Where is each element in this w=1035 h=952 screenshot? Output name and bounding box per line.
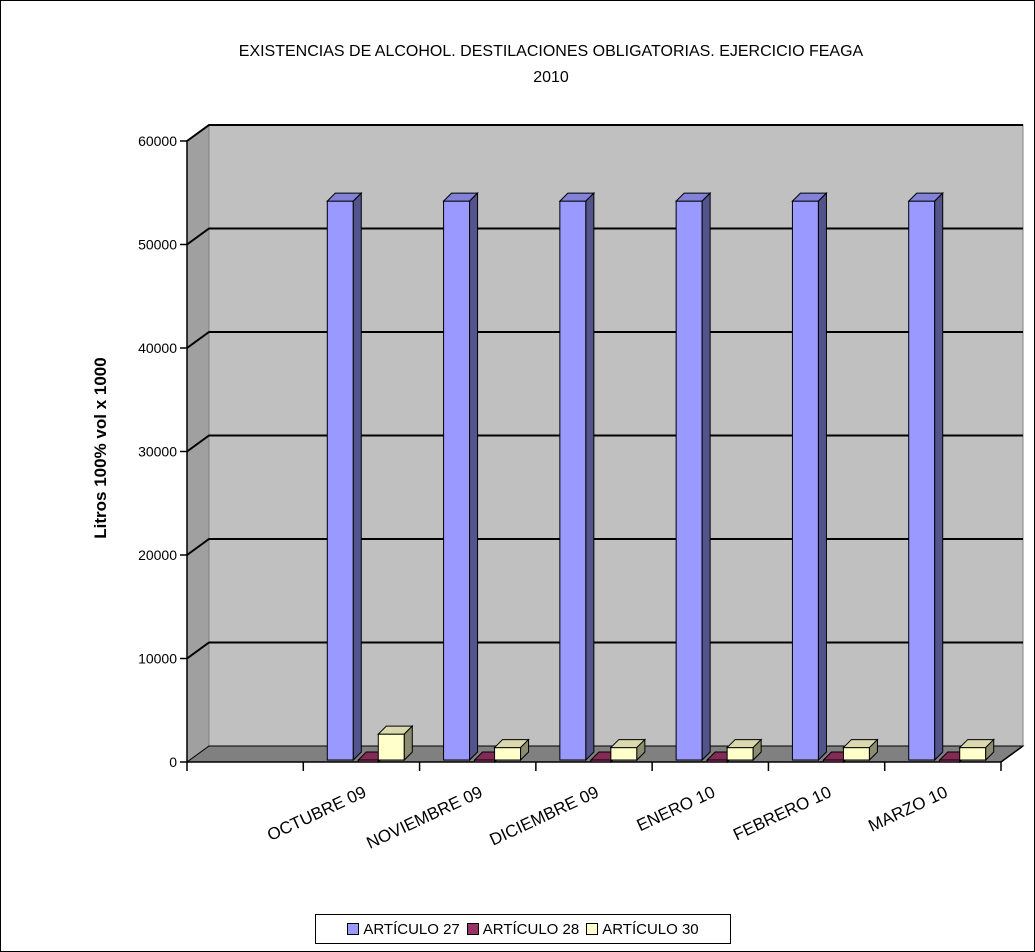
y-tick-label: 0 xyxy=(169,754,177,770)
x-tick-label: DICIEMBRE 09 xyxy=(487,782,602,849)
bar-side xyxy=(817,191,827,762)
y-tick-label: 40000 xyxy=(138,340,177,356)
bar-3 xyxy=(377,733,405,761)
gridline xyxy=(186,641,1023,660)
gridline xyxy=(186,434,1023,453)
bar-1 xyxy=(443,200,471,761)
bar-3 xyxy=(494,747,522,761)
legend-swatch xyxy=(347,923,360,935)
x-tick-label: FEBRERO 10 xyxy=(730,782,834,844)
bar-side xyxy=(585,191,595,762)
legend-label: ARTÍCULO 28 xyxy=(482,920,580,938)
bar-1 xyxy=(326,200,354,761)
legend-swatch xyxy=(466,923,479,935)
gridline xyxy=(186,331,1023,349)
bar-3 xyxy=(726,747,754,761)
bar-1 xyxy=(791,200,819,761)
gridline xyxy=(186,227,1023,246)
x-tick-label: OCTUBRE 09 xyxy=(264,782,369,844)
x-axis-depth-line xyxy=(1000,745,1024,763)
y-tick-label: 30000 xyxy=(138,444,177,460)
y-tick-label: 60000 xyxy=(138,133,177,149)
bar-1 xyxy=(908,200,936,761)
legend-label: ARTÍCULO 30 xyxy=(602,920,699,938)
legend-item: ARTÍCULO 27 xyxy=(347,920,460,938)
bar-3 xyxy=(959,747,987,761)
bar-side xyxy=(752,738,762,762)
legend-item: ARTÍCULO 28 xyxy=(466,920,580,938)
bar-side xyxy=(985,738,995,762)
bar-side xyxy=(403,724,413,762)
bar-side xyxy=(701,191,711,762)
legend-swatch xyxy=(586,923,599,935)
bar-side xyxy=(934,191,944,762)
bar-side xyxy=(469,191,479,762)
bar-3 xyxy=(842,747,870,761)
gridline xyxy=(186,538,1023,556)
y-axis-label: Litros 100% vol x 1000 xyxy=(91,357,110,539)
gridline xyxy=(186,124,1023,142)
bar-3 xyxy=(610,747,638,761)
y-tick-label: 50000 xyxy=(138,237,177,253)
bar-side xyxy=(868,738,878,762)
legend-item: ARTÍCULO 30 xyxy=(586,920,699,938)
bar-side xyxy=(352,191,362,762)
x-tick-label: NOVIEMBRE 09 xyxy=(363,782,485,852)
legend-label: ARTÍCULO 27 xyxy=(363,920,460,938)
x-tick-label: MARZO 10 xyxy=(865,782,950,835)
bar-1 xyxy=(675,200,703,761)
bar-side xyxy=(520,738,530,762)
bar-side xyxy=(636,738,646,762)
chart-title: EXISTENCIAS DE ALCOHOL. DESTILACIONES OB… xyxy=(238,43,864,86)
x-tick-label: ENERO 10 xyxy=(634,782,718,835)
legend: ARTÍCULO 27 ARTÍCULO 28 ARTÍCULO 30 xyxy=(315,914,731,944)
y-tick-label: 20000 xyxy=(138,547,177,563)
bar-1 xyxy=(559,200,587,761)
y-tick-label: 10000 xyxy=(138,651,177,667)
